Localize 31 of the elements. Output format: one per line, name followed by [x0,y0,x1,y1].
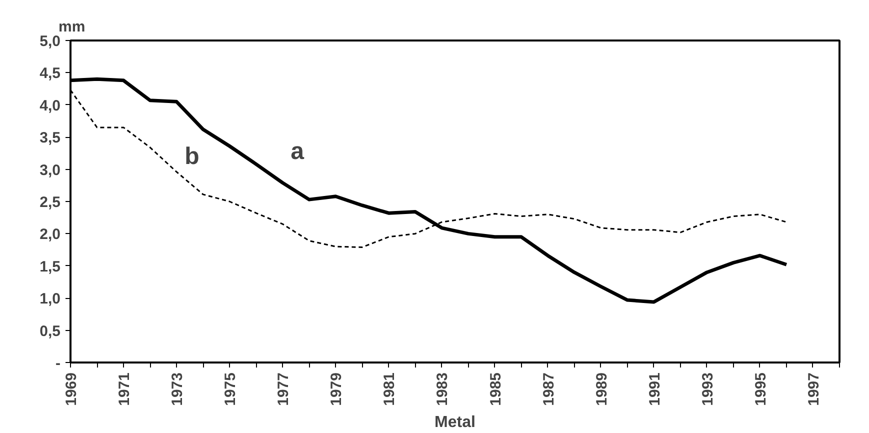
y-tick-label: 3,5 [40,130,61,147]
x-tick-label: 1975 [222,372,240,406]
x-tick-label: 1973 [169,372,186,406]
y-tick-label: 4,5 [40,65,61,82]
y-tick-label: 0,5 [40,322,61,340]
x-axis-title: Metal [434,414,476,431]
y-tick-label: 1,0 [40,290,61,308]
series-label: a [290,138,305,165]
y-tick-label: 2,0 [40,226,61,244]
x-tick-label: 1981 [381,372,398,406]
y-tick-label: 4,0 [40,97,61,114]
x-tick-label: 1997 [805,372,822,406]
x-tick-label: 1985 [487,372,504,406]
y-axis-title: mm [58,18,86,36]
y-tick-label: 1,5 [40,258,61,276]
x-tick-label: 1983 [434,372,452,406]
x-tick-label: 1993 [699,372,716,406]
x-tick-label: 1969 [63,372,80,406]
y-tick-label: 5,0 [40,33,61,50]
x-tick-label: 1977 [275,372,292,406]
x-tick-label: 1991 [646,372,664,406]
x-tick-label: 1979 [328,372,346,406]
x-tick-label: 1987 [540,372,558,406]
y-tick-label: - [56,355,61,372]
y-tick-label: 2,5 [40,194,61,211]
y-tick-label: 3,0 [40,162,61,179]
x-tick-label: 1995 [752,372,770,406]
x-tick-label: 1971 [116,372,134,406]
x-tick-label: 1989 [593,372,610,406]
series-label: b [184,142,200,170]
line-series [70,77,788,304]
